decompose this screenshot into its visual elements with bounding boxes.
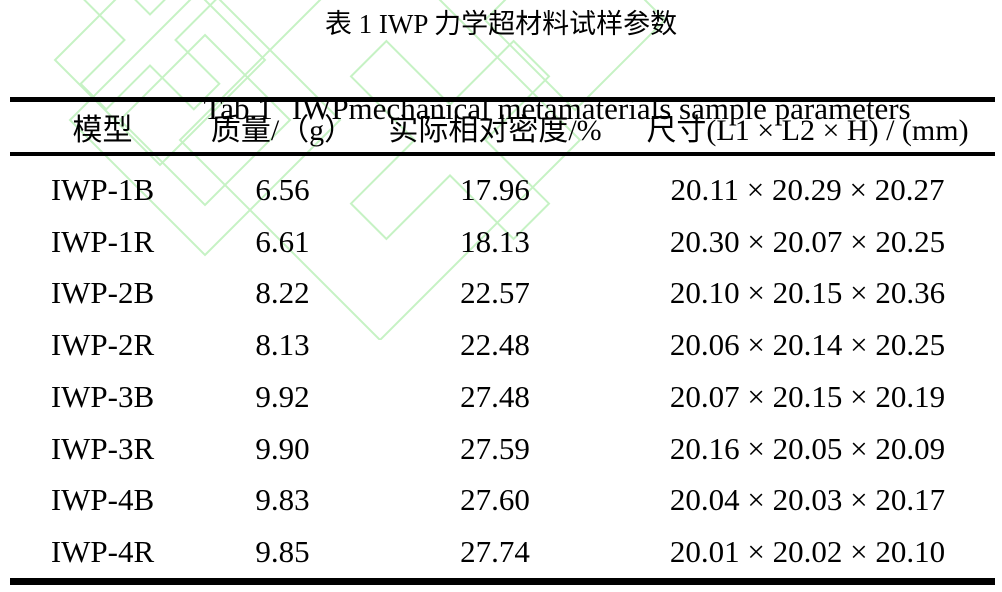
table-cell-density: 27.74	[460, 534, 530, 570]
table-cell-dimensions: 20.07 × 20.15 × 20.19	[669, 378, 946, 414]
table-cell-model: IWP-3R	[50, 430, 155, 466]
table-cell-mass: 9.90	[255, 430, 310, 466]
table-header-row: 模型 质量/（g） 实际相对密度/% 尺寸(L1 × L2 × H) / (mm…	[10, 102, 995, 152]
table-cell-model: IWP-1R	[50, 223, 155, 259]
table-row: IWP-4R 9.85 27.74 20.01 × 20.02 × 20.10	[10, 526, 995, 578]
table-row: IWP-1B 6.56 17.96 20.11 × 20.29 × 20.27	[10, 164, 995, 216]
table-row: IWP-1R 6.61 18.13 20.30 × 20.07 × 20.25	[10, 216, 995, 268]
table-cell-model: IWP-4B	[50, 482, 155, 518]
column-header-dimensions: 尺寸(L1 × L2 × H) / (mm)	[646, 114, 969, 147]
table-cell-dimensions: 20.16 × 20.05 × 20.09	[669, 430, 946, 466]
table-cell-density: 18.13	[460, 223, 530, 259]
table-cell-dimensions: 20.06 × 20.14 × 20.25	[669, 327, 946, 363]
table-cell-density: 27.48	[460, 378, 530, 414]
table-cell-mass: 8.22	[255, 275, 310, 311]
table-cell-mass: 9.83	[255, 482, 310, 518]
table-cell-dimensions: 20.30 × 20.07 × 20.25	[669, 223, 946, 259]
table-cell-mass: 9.85	[255, 534, 310, 570]
table-caption-zh: 表 1 IWP 力学超材料试样参数	[324, 9, 678, 39]
table-row: IWP-3R 9.90 27.59 20.16 × 20.05 × 20.09	[10, 423, 995, 475]
column-header-mass: 质量/（g）	[210, 114, 355, 147]
table-cell-model: IWP-3B	[50, 378, 155, 414]
table-cell-dimensions: 20.10 × 20.15 × 20.36	[669, 275, 946, 311]
table-header-rule	[10, 152, 995, 156]
table-cell-mass: 6.56	[255, 171, 310, 207]
column-header-density: 实际相对密度/%	[388, 114, 602, 147]
table-top-rule	[10, 97, 995, 102]
table-caption-en: Tab.1 IWPmechanical metamaterials sample …	[173, 55, 911, 163]
table-cell-density: 22.57	[460, 275, 530, 311]
table-cell-model: IWP-2R	[50, 327, 155, 363]
table-body: IWP-1B 6.56 17.96 20.11 × 20.29 × 20.27 IWP-…	[10, 156, 995, 578]
table-cell-mass: 9.92	[255, 378, 310, 414]
table-caption-en-label: Tab.1	[203, 91, 273, 126]
table-cell-model: IWP-2B	[50, 275, 155, 311]
table-cell-mass: 6.61	[255, 223, 310, 259]
table-row: IWP-4B 9.83 27.60 20.04 × 20.03 × 20.17	[10, 475, 995, 527]
table-row: IWP-3B 9.92 27.48 20.07 × 20.15 × 20.19	[10, 371, 995, 423]
table-cell-mass: 8.13	[255, 327, 310, 363]
table-bottom-rule	[10, 578, 995, 585]
table-cell-model: IWP-1B	[50, 171, 155, 207]
table-row: IWP-2R 8.13 22.48 20.06 × 20.14 × 20.25	[10, 319, 995, 371]
column-header-model: 模型	[72, 114, 133, 147]
table-row: IWP-2B 8.22 22.57 20.10 × 20.15 × 20.36	[10, 268, 995, 320]
table-cell-density: 27.59	[460, 430, 530, 466]
table-cell-density: 27.60	[460, 482, 530, 518]
table-cell-dimensions: 20.11 × 20.29 × 20.27	[670, 171, 945, 207]
table-caption-en-text: IWPmechanical metamaterials sample param…	[291, 91, 911, 126]
table-cell-density: 17.96	[460, 171, 530, 207]
table-cell-density: 22.48	[460, 327, 530, 363]
table-cell-model: IWP-4R	[50, 534, 155, 570]
table-cell-dimensions: 20.01 × 20.02 × 20.10	[669, 534, 946, 570]
table-cell-dimensions: 20.04 × 20.03 × 20.17	[669, 482, 946, 518]
